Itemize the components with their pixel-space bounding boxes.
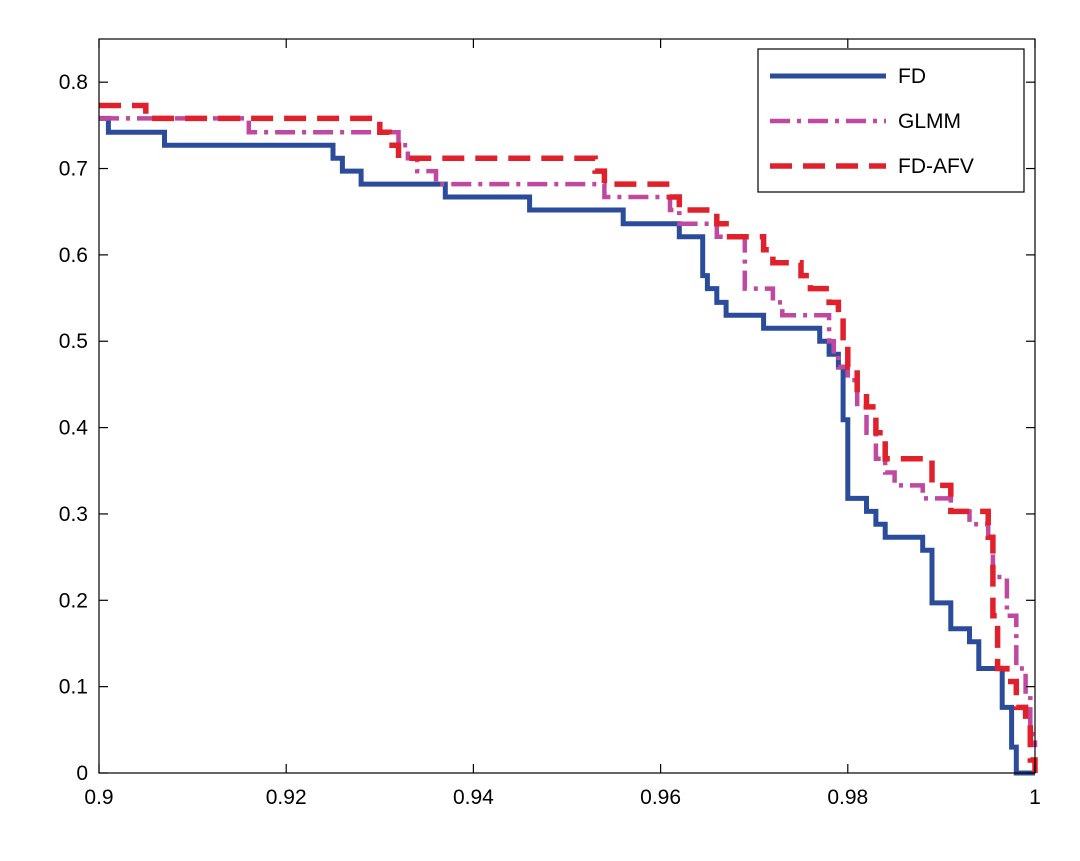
- y-tick-label: 0.6: [59, 244, 88, 267]
- y-tick-label: 0.4: [59, 417, 89, 440]
- legend: FD GLMM FD-AFV: [757, 48, 1025, 193]
- y-tick-label: 0: [76, 762, 88, 785]
- series-line-1: [99, 115, 1035, 776]
- series-layer: [99, 102, 1038, 776]
- legend-label-3: FD-AFV: [898, 155, 974, 178]
- series-line-3: [99, 102, 1038, 773]
- plot-frame: [98, 38, 1036, 774]
- y-tick-label: 0.1: [59, 676, 88, 699]
- y-tick-label: 0.8: [59, 71, 88, 94]
- legend-label-1: FD: [898, 65, 926, 88]
- y-tick-label: 0.7: [59, 158, 88, 181]
- x-tick-label: 1: [1029, 786, 1041, 809]
- legend-label-2: GLMM: [898, 110, 961, 133]
- x-tick-label: 0.94: [453, 786, 494, 809]
- y-tick-label: 0.5: [59, 330, 88, 353]
- series-line-2: [99, 116, 1038, 748]
- y-tick-label: 0.2: [59, 589, 88, 612]
- x-tick-label: 0.96: [640, 786, 681, 809]
- x-tick-label: 0.92: [266, 786, 307, 809]
- x-tick-label: 0.98: [827, 786, 868, 809]
- ticks-layer: 0.9 0.92 0.94 0.96 0.98 1 0 0.1 0.2 0.3 0.4 0.5 0.6 0…: [59, 39, 1041, 809]
- x-tick-label: 0.9: [84, 786, 113, 809]
- y-tick-label: 0.3: [59, 503, 88, 526]
- legend-box: [757, 48, 1025, 193]
